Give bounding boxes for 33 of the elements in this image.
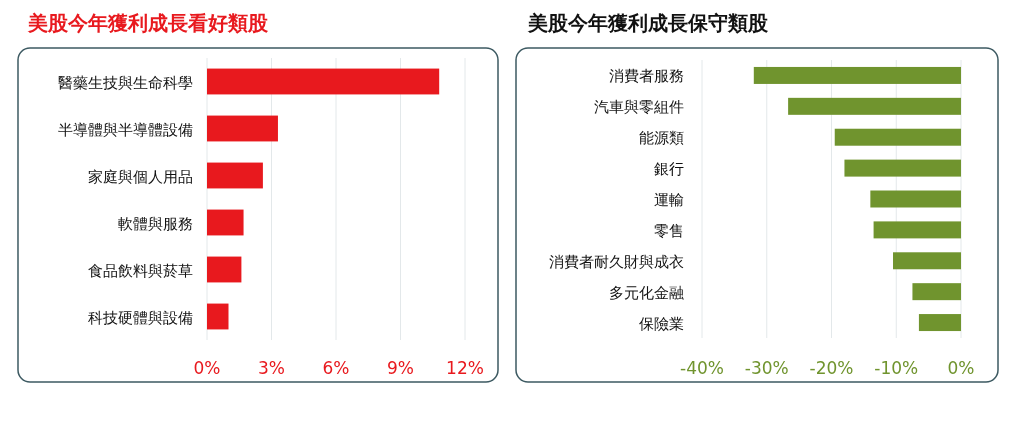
bar — [207, 303, 229, 330]
y-tick-label: 家庭與個人用品 — [88, 167, 193, 186]
y-tick-label: 食品飲料與菸草 — [88, 261, 193, 280]
bar — [207, 209, 244, 236]
y-tick-label: 消費者服務 — [609, 67, 684, 86]
x-tick-label: -30% — [744, 358, 789, 378]
y-tick-label: 多元化金融 — [609, 283, 684, 302]
y-tick-label: 軟體與服務 — [118, 214, 193, 233]
x-tick-label: 6% — [322, 358, 350, 378]
x-tick-label: 0% — [193, 358, 221, 378]
x-tick-label: 3% — [258, 358, 285, 378]
y-tick-label: 能源類 — [639, 129, 684, 148]
chart-title: 美股今年獲利成長保守類股 — [527, 11, 769, 35]
y-tick-label: 運輸 — [654, 191, 684, 209]
y-tick-label: 半導體與半導體設備 — [58, 120, 193, 139]
y-tick-label: 銀行 — [654, 160, 684, 179]
y-tick-label: 科技硬體與設備 — [88, 308, 193, 327]
x-tick-label: 12% — [446, 358, 484, 378]
y-tick-label: 零售 — [654, 221, 684, 240]
x-tick-label: 0% — [947, 358, 975, 378]
bar — [207, 68, 440, 95]
x-tick-label: -10% — [874, 358, 919, 378]
y-tick-label: 保險業 — [639, 314, 684, 333]
y-tick-label: 醫藥生技與生命科學 — [58, 73, 193, 92]
y-tick-label: 汽車與零組件 — [594, 98, 684, 117]
bar — [207, 162, 263, 189]
bar — [207, 115, 278, 142]
x-tick-label: -20% — [809, 358, 854, 378]
x-tick-label: -40% — [680, 358, 724, 378]
x-tick-label: 9% — [387, 358, 414, 378]
bar — [207, 256, 242, 283]
y-tick-label: 消費者耐久財與成衣 — [549, 252, 684, 271]
chart-title: 美股今年獲利成長看好類股 — [27, 11, 269, 35]
